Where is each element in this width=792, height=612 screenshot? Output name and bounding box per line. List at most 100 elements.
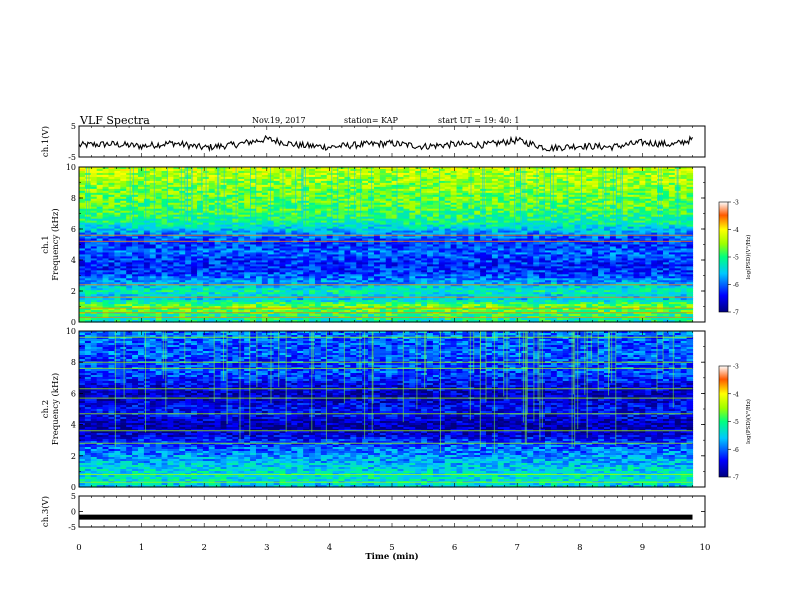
spectrogram-cell [255,186,263,190]
spectrogram-cell [639,200,646,204]
spectrogram-cell [427,174,434,178]
spectrogram-cell [332,206,340,210]
spectrogram-cell [556,167,564,170]
spectrogram-cell [639,198,646,202]
spectrogram-cell [586,174,593,178]
spectrogram-cell [651,218,658,222]
spectrogram-cell [167,214,174,218]
spectrogram-cell [108,208,115,212]
spectrogram-cell [126,216,133,220]
spectrogram-cell [143,202,151,206]
spectrogram-cell [344,202,351,206]
spectrogram-cell [179,170,186,174]
spectrogram-cell [503,198,511,202]
spectrogram-cell [332,172,340,176]
spectrogram-cell [621,174,629,178]
spectrogram-cell [621,218,629,222]
spectrogram-cell [196,180,204,184]
spectrogram-cell [574,216,581,220]
spectrogram-cell [450,220,458,224]
spectrogram-cell [137,176,145,180]
spectrogram-cell [96,184,104,188]
spectrogram-cell [680,200,688,204]
spectrogram-cell [255,214,263,218]
spectrogram-cell [137,168,145,172]
spectrogram-cell [244,198,251,202]
spectrogram-cell [621,206,629,210]
spectrogram-cell [568,176,576,180]
spectrogram-cell [132,214,139,218]
spectrogram-cell [196,186,204,190]
spectrogram-cell [627,167,635,170]
spectrogram-cell [149,208,157,212]
spectrogram-cell [545,206,552,210]
spectrogram-cell [132,188,139,192]
spectrogram-cell [238,194,245,198]
spectrogram-cell [226,202,233,206]
spectrogram-cell [497,196,505,200]
spectrogram-cell [226,174,233,178]
spectrogram-cell [179,180,186,184]
spectrogram-cell [102,182,110,186]
spectrogram-cell [309,208,316,212]
spectrogram-cell [444,196,452,200]
spectrogram-cell [397,210,405,214]
spectrogram-cell [662,198,670,202]
spectrogram-cell [539,210,546,214]
spectrogram-cell [651,188,658,192]
spectrogram-cell [314,167,322,170]
spectrogram-cell [598,202,605,206]
spectrogram-cell [474,210,481,214]
spectrogram-cell [96,204,104,208]
spectrogram-cell [686,208,694,212]
spectrogram-cell [379,220,387,224]
spectrogram-cell [462,174,469,178]
spectrogram-cell [421,198,428,202]
spectrogram-cell [391,214,399,218]
spectrogram-cell [285,170,292,174]
spectrogram-cell [450,216,458,220]
spectrogram-cell [285,202,292,206]
spectrogram-cell [627,216,635,220]
spectrogram-cell [314,192,322,196]
spectrogram-cell [261,198,269,202]
spectrogram-cell [356,170,363,174]
spectrogram-cell [244,220,251,224]
spectrogram-cell [108,188,115,192]
spectrogram-cell [338,190,346,194]
spectrogram-cell [639,202,646,206]
spectrogram-cell [126,186,133,190]
spectrogram-cell [397,208,405,212]
spectrogram-cell [403,174,410,178]
spectrogram-cell [456,212,464,216]
spectrogram-cell [155,186,163,190]
spectrogram-cell [338,214,346,218]
spectrogram-cell [427,210,434,214]
spectrogram-cell [645,206,652,210]
spectrogram-cell [668,186,676,190]
spectrogram-cell [167,174,174,178]
spectrogram-cell [185,210,192,214]
spectrogram-cell [303,208,310,212]
spectrogram-cell [126,202,133,206]
spectrogram-cell [273,212,281,216]
spectrogram-cell [326,210,334,214]
spectrogram-cell [662,200,670,204]
spectrogram-cell [474,214,481,218]
spectrogram-cell [126,204,133,208]
spectrogram-cell [332,198,340,202]
spectrogram-cell [503,206,511,210]
spectrogram-cell [309,178,316,182]
spectrogram-cell [250,178,257,182]
spectrogram-cell [574,196,581,200]
spectrogram-cell [226,198,233,202]
spectrogram-cell [456,204,464,208]
spectrogram-cell [350,220,357,224]
spectrogram-cell [185,222,192,226]
spectrogram-cell [102,167,110,170]
spectrogram-cell [250,176,257,180]
spectrogram-cell [267,168,275,172]
spectrogram-cell [615,212,623,216]
spectrogram-cell [468,188,475,192]
spectrogram-cell [297,192,304,196]
